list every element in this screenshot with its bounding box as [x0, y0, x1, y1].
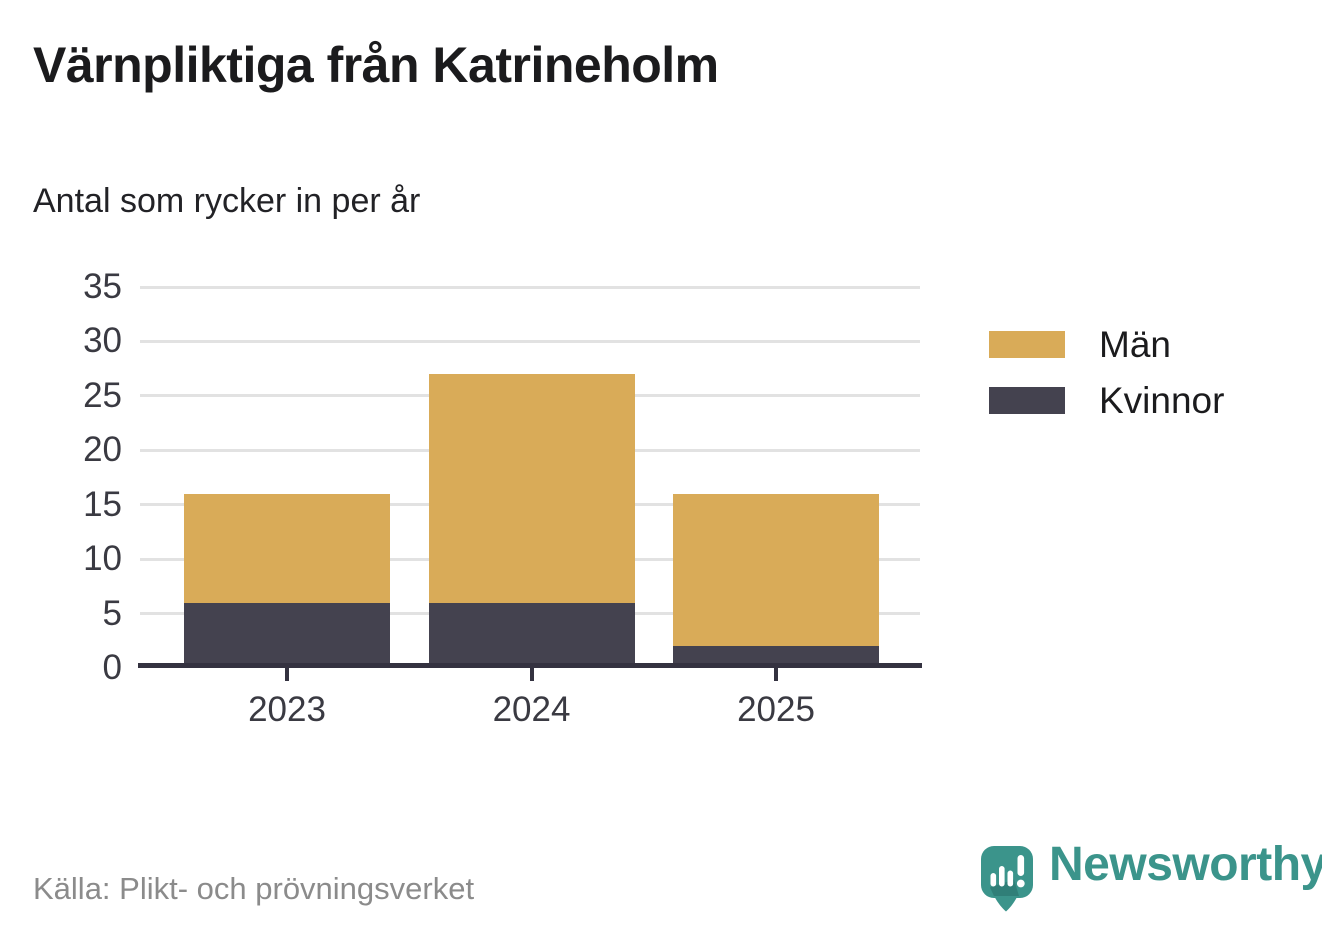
legend-label-män: Män [1099, 324, 1171, 365]
bar-2025-män [673, 493, 879, 647]
page-title: Värnpliktiga från Katrineholm [33, 37, 719, 93]
y-tick-label-10: 10 [83, 539, 122, 579]
x-tick-2023 [285, 668, 289, 681]
y-axis-labels: 0 5 10 15 20 25 30 35 [0, 267, 122, 687]
y-tick-label-5: 5 [102, 593, 122, 633]
legend-swatch-män [989, 331, 1065, 358]
y-tick-label-35: 35 [83, 267, 122, 306]
x-tick-label-2025: 2025 [737, 690, 815, 729]
gridline-30 [140, 339, 920, 343]
newsworthy-speech-bubble-chart-icon [981, 846, 1033, 912]
legend: Män Kvinnor [989, 324, 1225, 443]
gridline-35 [140, 285, 920, 289]
x-tick-2025 [774, 668, 778, 681]
chart-subtitle: Antal som rycker in per år [33, 182, 421, 220]
x-axis: 2023 2024 2025 [140, 668, 920, 740]
bar-2024-män [428, 374, 635, 603]
logo-bar-1 [990, 873, 997, 887]
legend-label-kvinnor: Kvinnor [1099, 380, 1225, 421]
source-note: Källa: Plikt- och prövningsverket [33, 871, 475, 906]
brand-logo: Newsworthy [981, 839, 1322, 912]
logo-bar-3 [1007, 870, 1014, 887]
logo-exclamation-bar [1017, 855, 1025, 876]
x-axis-line [138, 663, 922, 668]
plot-area [140, 285, 920, 668]
x-tick-label-2023: 2023 [248, 690, 326, 729]
bar-2025-kvinnor [673, 646, 879, 668]
logo-exclamation-dot [1016, 879, 1025, 888]
bar-2023-kvinnor [184, 602, 390, 668]
logo-bar-2 [999, 866, 1005, 887]
x-tick-2024 [529, 668, 534, 681]
legend-item-kvinnor: Kvinnor [989, 380, 1225, 421]
y-tick-label-15: 15 [83, 484, 122, 524]
legend-swatch-kvinnor [989, 387, 1065, 414]
x-tick-label-2024: 2024 [492, 690, 571, 729]
y-tick-label-30: 30 [83, 321, 122, 361]
legend-item-män: Män [989, 324, 1224, 365]
brand-wordmark: Newsworthy [1049, 838, 1322, 891]
bar-2024-kvinnor [428, 602, 635, 668]
bar-2023-män [184, 493, 390, 603]
y-tick-label-0: 0 [102, 648, 122, 687]
y-tick-label-20: 20 [83, 430, 122, 470]
y-tick-label-25: 25 [83, 375, 122, 415]
